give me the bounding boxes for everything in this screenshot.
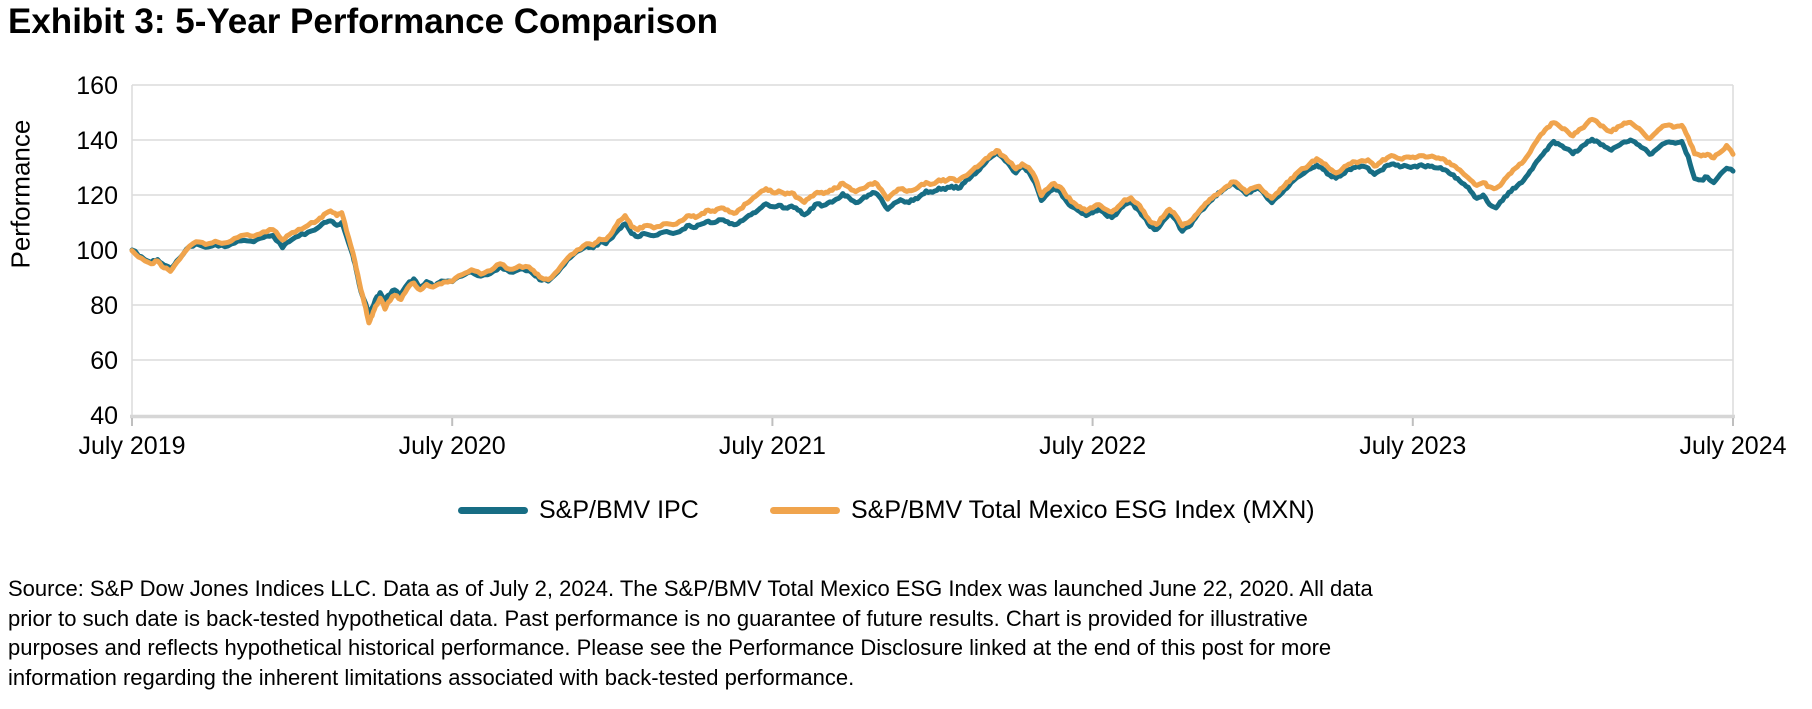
x-tick-label: July 2021: [719, 432, 826, 460]
legend-item-ipc: S&P/BMV IPC: [458, 494, 699, 526]
legend-swatch-esg: [770, 506, 840, 514]
y-tick-label: 140: [76, 127, 118, 155]
x-tick-label: July 2024: [1679, 432, 1786, 460]
y-tick-label: 80: [90, 292, 118, 320]
y-tick-label: 160: [76, 72, 118, 100]
legend-item-esg: S&P/BMV Total Mexico ESG Index (MXN): [770, 494, 1315, 526]
legend-label-esg: S&P/BMV Total Mexico ESG Index (MXN): [851, 495, 1315, 524]
y-tick-label: 100: [76, 237, 118, 265]
x-tick-label: July 2022: [1039, 432, 1146, 460]
performance-line-chart: July 2019 July 2020 July 2021 July 2022 July…: [76, 72, 1786, 460]
x-tick-label: July 2020: [399, 432, 506, 460]
series-line-ipc: [129, 136, 1736, 318]
y-tick-label: 60: [90, 347, 118, 375]
y-tick-label: 40: [90, 402, 118, 430]
x-tick-label: July 2019: [78, 432, 185, 460]
source-note-line: purposes and reflects hypothetical histo…: [8, 635, 1332, 660]
legend-swatch-ipc: [458, 506, 528, 514]
source-note: Source: S&P Dow Jones Indices LLC. Data …: [8, 574, 1808, 692]
series-line-esg: [129, 116, 1736, 326]
source-note-line: prior to such date is back-tested hypoth…: [8, 605, 1308, 631]
source-note-line: information regarding the inherent limit…: [8, 664, 855, 690]
chart-legend: S&P/BMV IPC S&P/BMV Total Mexico ESG Ind…: [0, 494, 1812, 526]
y-tick-label: 120: [76, 182, 118, 210]
exhibit-title: Exhibit 3: 5-Year Performance Comparison: [8, 2, 718, 41]
source-note-line: Source: S&P Dow Jones Indices LLC. Data …: [8, 576, 1373, 601]
legend-label-ipc: S&P/BMV IPC: [539, 495, 699, 524]
y-axis-title: Performance: [5, 119, 36, 269]
x-tick-label: July 2023: [1359, 432, 1466, 460]
